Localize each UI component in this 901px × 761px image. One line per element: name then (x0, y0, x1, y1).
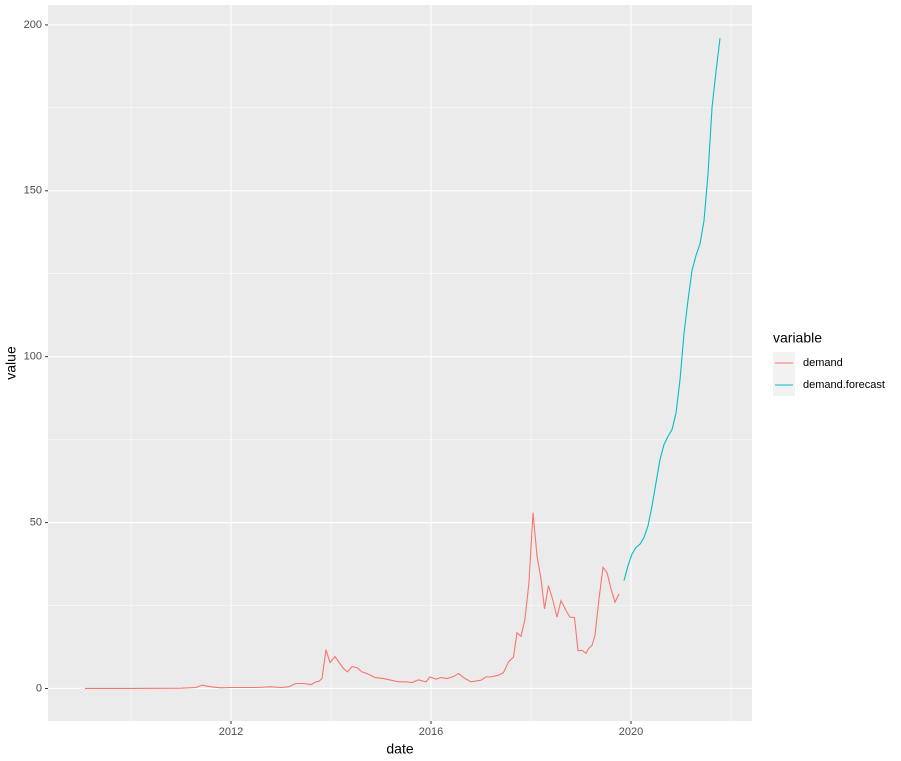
lines (85, 38, 721, 690)
grid (48, 5, 752, 721)
y-tick-label: 200 (24, 19, 42, 31)
y-tick-label: 150 (24, 185, 42, 197)
y-axis-label: value (3, 346, 19, 380)
x-tick-label: 2016 (419, 726, 443, 738)
legend: demand demand.forecast (773, 352, 885, 396)
y-tick-label: 50 (30, 516, 42, 528)
y-tick-label: 0 (36, 682, 42, 694)
x-tick-label: 2020 (619, 726, 643, 738)
legend-title: variable (773, 330, 822, 346)
axes: 0 50 100 150 200 2012 2016 2020 (24, 19, 644, 738)
y-tick-label: 100 (24, 351, 42, 363)
panel (48, 5, 752, 721)
x-axis-label: date (386, 741, 413, 757)
series-line (85, 512, 620, 690)
legend-label: demand (803, 357, 843, 369)
legend-label: demand.forecast (803, 379, 885, 391)
x-tick-label: 2012 (219, 726, 243, 738)
series-line (623, 38, 721, 581)
